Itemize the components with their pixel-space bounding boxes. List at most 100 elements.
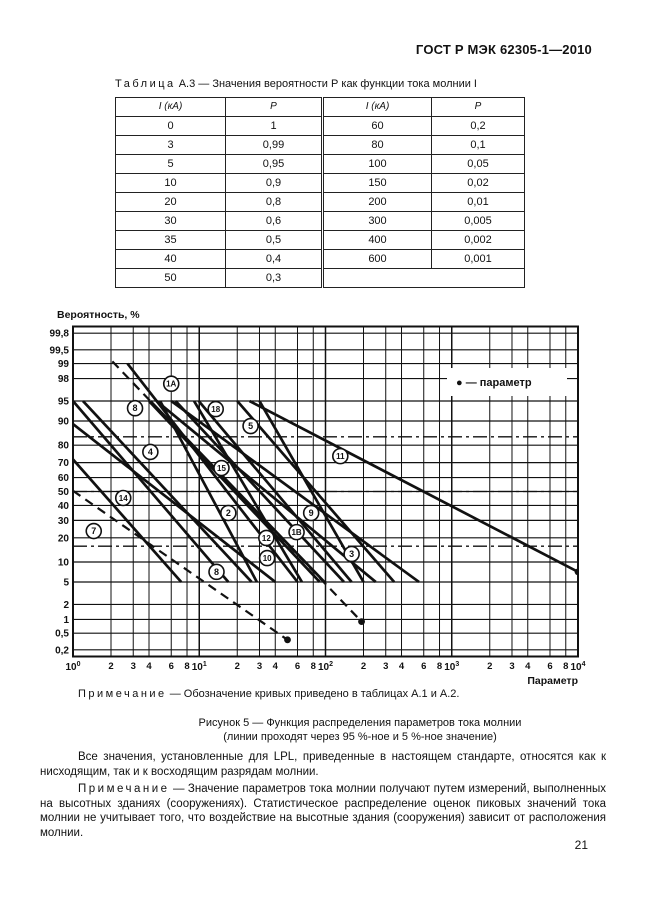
svg-text:5: 5 — [248, 421, 253, 431]
table-cell: 40 — [115, 249, 226, 269]
curve-s1 — [73, 400, 230, 583]
y-tick-label: 0,2 — [55, 645, 69, 656]
table-cell: 0,02 — [431, 173, 525, 193]
table-cell: 80 — [321, 135, 432, 155]
table-cell: 0 — [115, 116, 226, 136]
table-cell: 3 — [115, 135, 226, 155]
curve-label-9 — [302, 504, 320, 522]
col-header-i1: I (кА) — [115, 97, 226, 117]
y-tick-label: 90 — [58, 417, 70, 428]
x-minor-tick-label: 6 — [547, 661, 552, 672]
x-minor-tick-label: 2 — [487, 661, 492, 672]
table-cell: 5 — [115, 154, 226, 174]
table-cell: 0,99 — [225, 135, 323, 155]
curve-label-3 — [343, 545, 360, 563]
table-cell: 60 — [321, 116, 432, 136]
table-caption: Таблица А.3 — Значения вероятности Р как… — [115, 78, 477, 90]
table-cell — [321, 268, 525, 288]
x-minor-tick-label: 3 — [383, 661, 388, 672]
parameter-dot — [358, 618, 365, 626]
y-tick-label: 99 — [58, 359, 70, 370]
probability-table: I (кА) Р I (кА) Р 0 1 60 0,2 3 0,99 80 0,1 5 0,95… — [115, 97, 525, 288]
table-cell: 0,8 — [225, 192, 323, 212]
curve-s2 — [82, 400, 253, 583]
svg-text:3: 3 — [349, 549, 354, 559]
table-cell: 0,5 — [225, 230, 323, 250]
table-cell: 0,005 — [431, 211, 525, 231]
table-row: 20 0,8 200 0,01 — [115, 192, 525, 212]
table-cell: 400 — [321, 230, 432, 250]
parameter-dot — [284, 636, 291, 644]
table-cell: 0,05 — [431, 154, 525, 174]
table-row: 0 1 60 0,2 — [115, 116, 525, 136]
table-cell: 1 — [225, 116, 323, 136]
y-tick-label: 99,8 — [50, 329, 70, 340]
table-cell: 0,6 — [225, 211, 323, 231]
curve-s8 — [155, 399, 377, 584]
y-tick-label: 5 — [63, 577, 69, 588]
x-decade-label: 104 — [570, 661, 585, 673]
col-header-p2: Р — [431, 97, 525, 117]
x-minor-tick-label: 6 — [421, 661, 426, 672]
curve-s13 — [236, 400, 396, 583]
curves — [73, 360, 578, 644]
x-minor-tick-label: 8 — [184, 661, 189, 672]
table-cell: 300 — [321, 211, 432, 231]
x-minor-tick-label: 3 — [257, 661, 262, 672]
table-cell: 600 — [321, 249, 432, 269]
table-row: 3 0,99 80 0,1 — [115, 135, 525, 155]
y-tick-label: 30 — [58, 516, 70, 527]
curve-label-10 — [258, 549, 276, 567]
x-decade-label: 103 — [444, 661, 459, 673]
table-cell: 20 — [115, 192, 226, 212]
svg-text:18: 18 — [211, 405, 220, 414]
legend-text: ● — параметр — [456, 377, 532, 389]
x-minor-tick-label: 8 — [563, 661, 568, 672]
x-minor-tick-label: 2 — [235, 661, 240, 672]
figure-note-text: — Обозначение кривых приведено в таблица… — [166, 688, 460, 700]
y-tick-label: 10 — [58, 557, 70, 568]
table-cell: 0,3 — [225, 268, 323, 288]
y-tick-label: 50 — [58, 487, 70, 498]
table-row: 10 0,9 150 0,02 — [115, 173, 525, 193]
curve-s17 — [111, 360, 363, 623]
body-paragraph: Все значения, установленные для LPL, при… — [40, 751, 606, 778]
curve-s16 — [174, 400, 345, 583]
table-header-row: I (кА) Р I (кА) Р — [115, 97, 525, 117]
curve-label-14 — [114, 489, 132, 507]
table-cell: 0,002 — [431, 230, 525, 250]
curve-label-12 — [258, 529, 275, 547]
figure-caption: Рисунок 5 — Функция распределения параме… — [74, 716, 646, 744]
standard-note-text: — Значение параметров тока молнии получа… — [40, 783, 606, 839]
figure-note-label: Примечание — [78, 688, 167, 700]
curve-label-1A — [162, 375, 180, 393]
curve-s4 — [73, 458, 183, 583]
table-row: 5 0,95 100 0,05 — [115, 154, 525, 174]
svg-text:10: 10 — [263, 554, 272, 563]
table-cell: 0,1 — [431, 135, 525, 155]
x-minor-tick-label: 4 — [273, 661, 279, 672]
x-minor-tick-label: 6 — [169, 661, 174, 672]
x-minor-tick-label: 3 — [509, 661, 514, 672]
x-minor-tick-label: 2 — [108, 661, 113, 672]
x-axis-title: Параметр — [527, 675, 578, 687]
svg-text:4: 4 — [148, 447, 153, 457]
figure-note: Примечание — Обозначение кривых приведен… — [78, 688, 459, 700]
x-decade-label: 101 — [192, 661, 207, 673]
table-cell: 150 — [321, 173, 432, 193]
curve-s18 — [73, 489, 289, 641]
y-tick-label: 80 — [58, 441, 70, 452]
y-tick-label: 98 — [58, 374, 70, 385]
y-tick-label: 99,5 — [50, 345, 70, 356]
svg-text:1B: 1B — [291, 528, 301, 537]
svg-text:9: 9 — [309, 508, 314, 518]
svg-text:14: 14 — [119, 494, 128, 503]
x-minor-tick-label: 8 — [437, 661, 442, 672]
table-cell: 10 — [115, 173, 226, 193]
svg-text:2: 2 — [226, 508, 231, 518]
y-tick-label: 1 — [63, 615, 69, 626]
standard-note-label: Примечание — [78, 783, 170, 795]
x-minor-tick-label: 8 — [311, 661, 316, 672]
table-row: 35 0,5 400 0,002 — [115, 230, 525, 250]
svg-text:12: 12 — [262, 534, 271, 543]
